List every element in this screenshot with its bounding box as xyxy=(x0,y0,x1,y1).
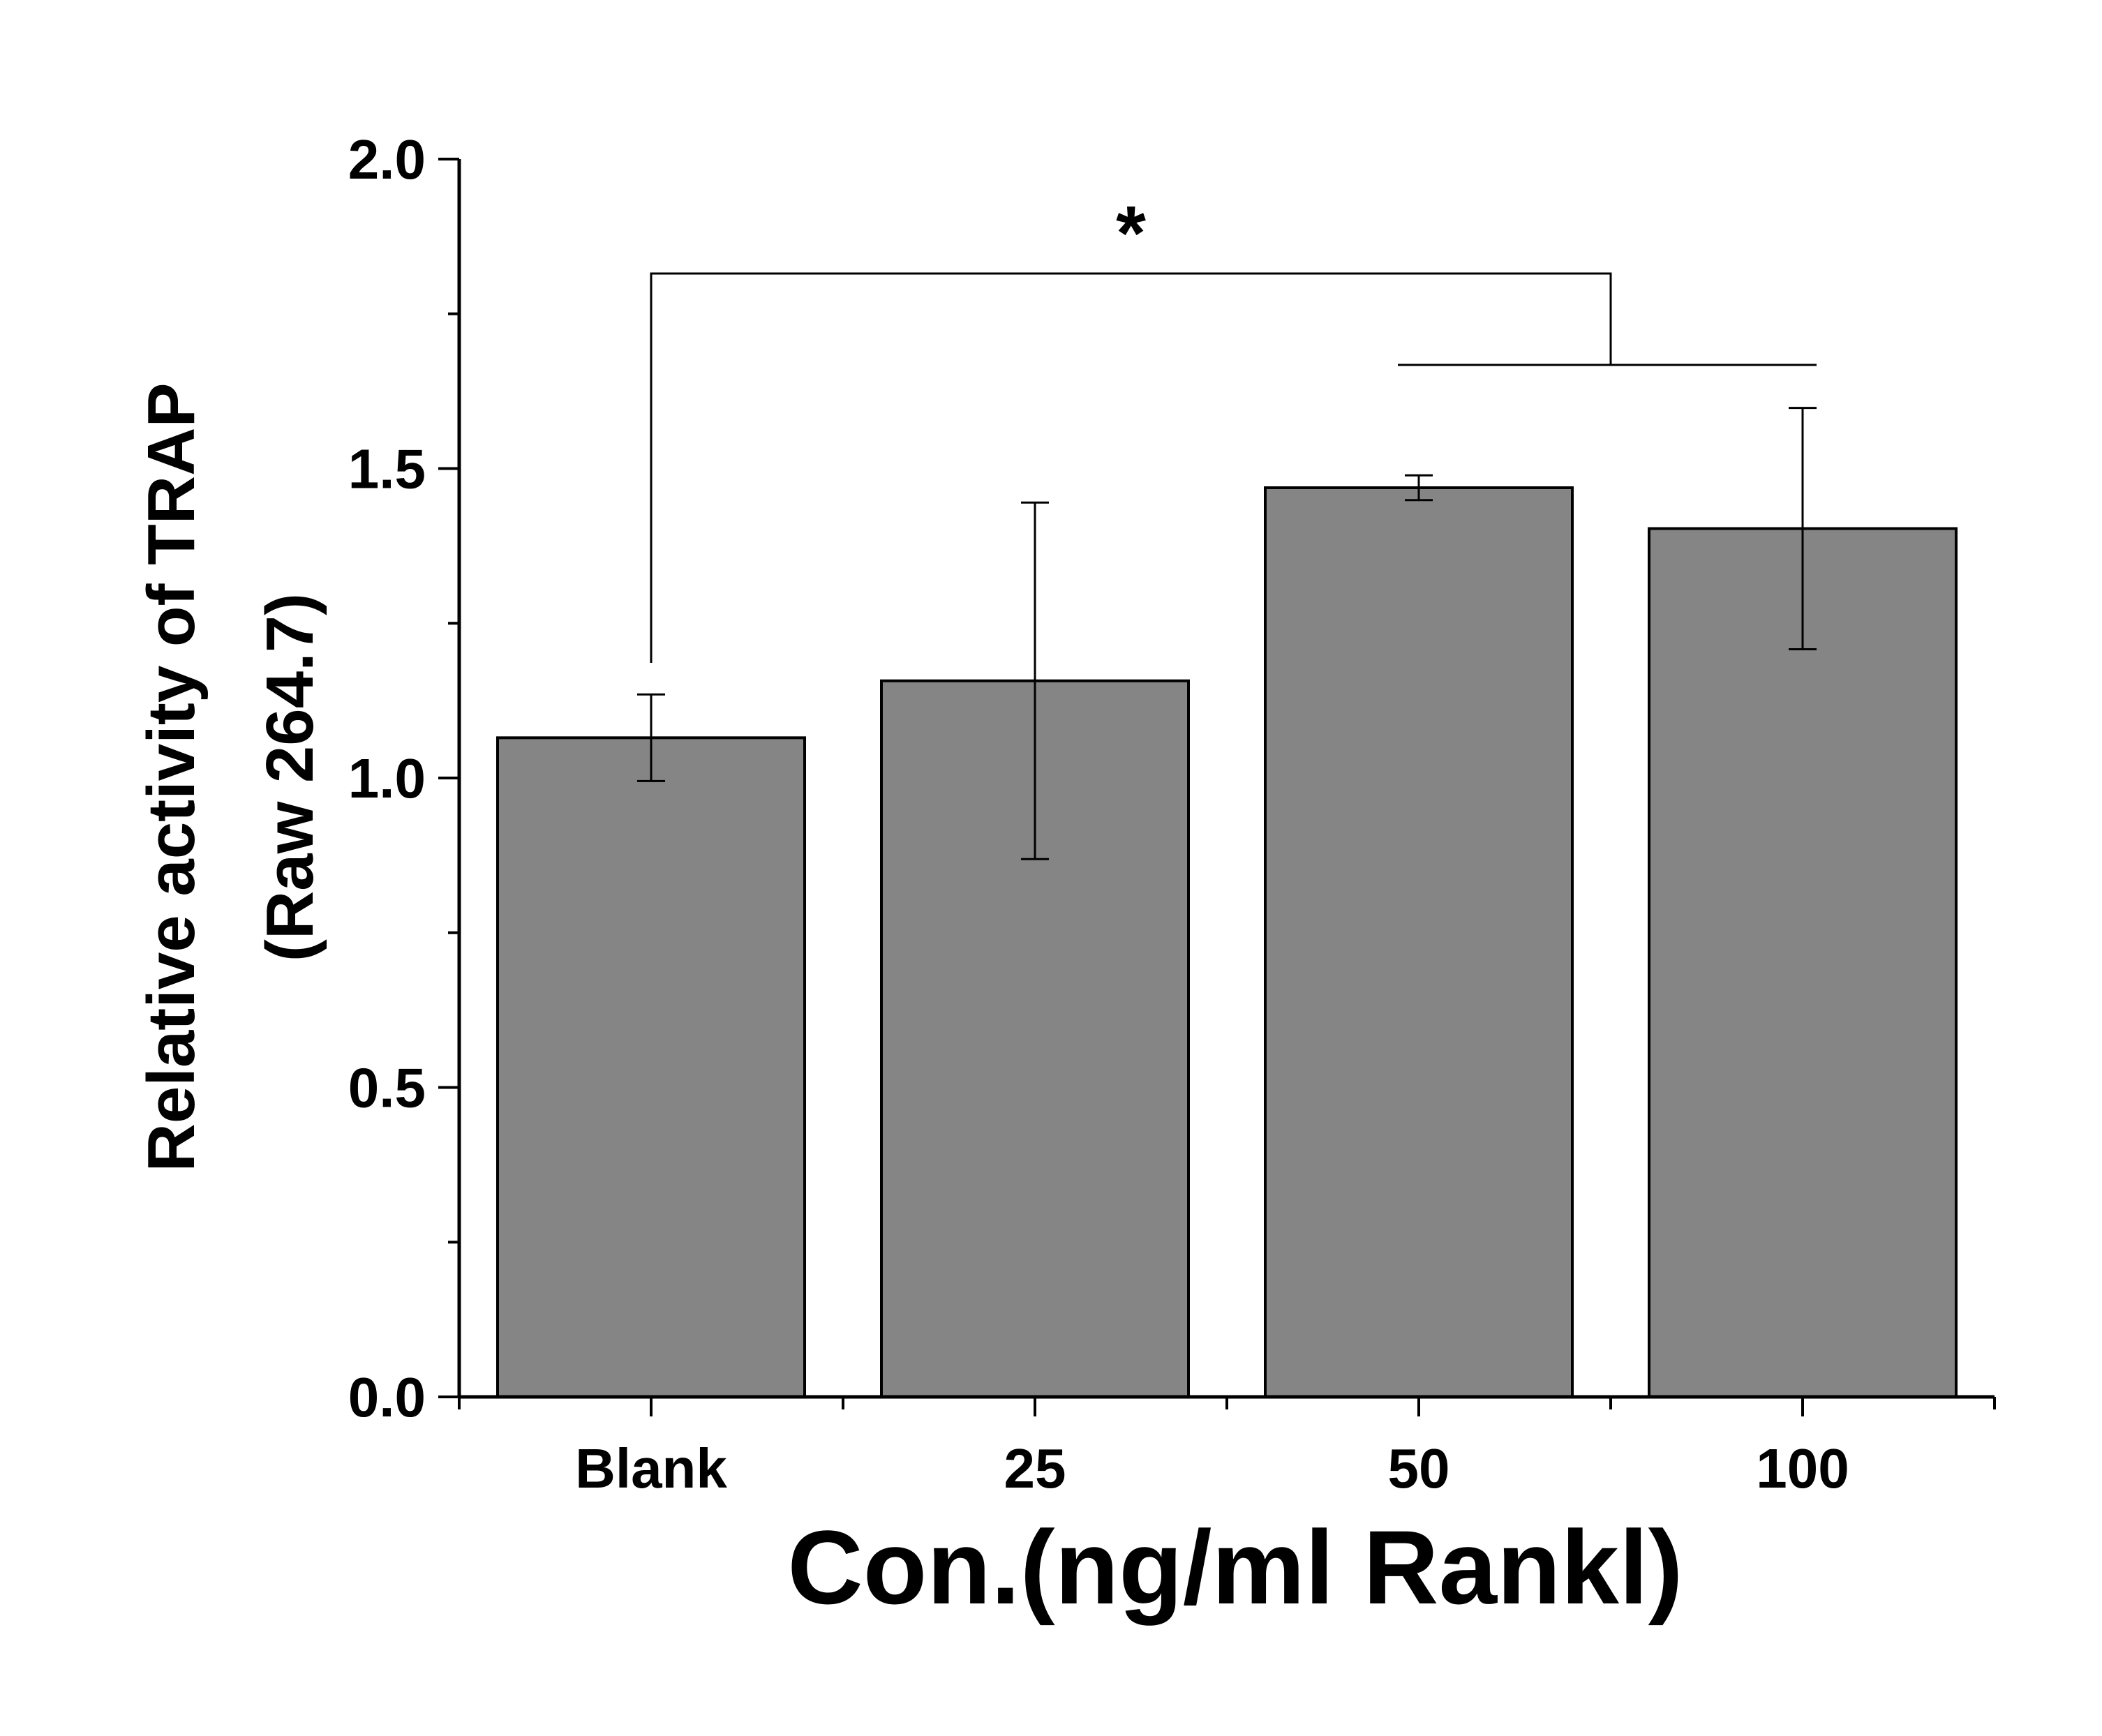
x-tick-label-blank: Blank xyxy=(575,1437,727,1499)
bar-100 xyxy=(1648,527,1958,1399)
significance-bracket xyxy=(650,272,1612,663)
y-tick-label: 1.0 xyxy=(348,747,426,809)
y-tick-label: 1.5 xyxy=(348,438,426,500)
y-tick-label: 2.0 xyxy=(348,128,426,190)
x-tick-label-100: 100 xyxy=(1756,1437,1849,1499)
bar-50 xyxy=(1264,486,1574,1399)
error-bar-blank xyxy=(637,693,665,782)
error-bar-25 xyxy=(1021,501,1049,860)
significance-group: * xyxy=(650,190,1817,663)
x-tick-label-25: 25 xyxy=(1004,1437,1066,1499)
x-axis-title: Con.(ng/ml Rankl) xyxy=(787,1509,1683,1626)
bars-group xyxy=(496,486,1958,1399)
y-tick-label: 0.5 xyxy=(348,1057,426,1119)
error-bars-group xyxy=(637,407,1817,860)
significance-label: * xyxy=(1116,190,1146,276)
y-tick-label: 0.0 xyxy=(348,1366,426,1428)
y-axis-title-line-1: Relative activity of TRAP xyxy=(134,383,209,1172)
x-tick-label-50: 50 xyxy=(1388,1437,1450,1499)
y-axis-title-line-2: (Raw 264.7) xyxy=(253,593,327,961)
error-bar-100 xyxy=(1789,407,1817,651)
axes-group: 0.0 0.5 1.0 1.5 2.0 Blank 25 50 100 xyxy=(348,128,1996,1499)
bar-blank xyxy=(496,736,806,1398)
error-bar-50 xyxy=(1405,474,1433,502)
